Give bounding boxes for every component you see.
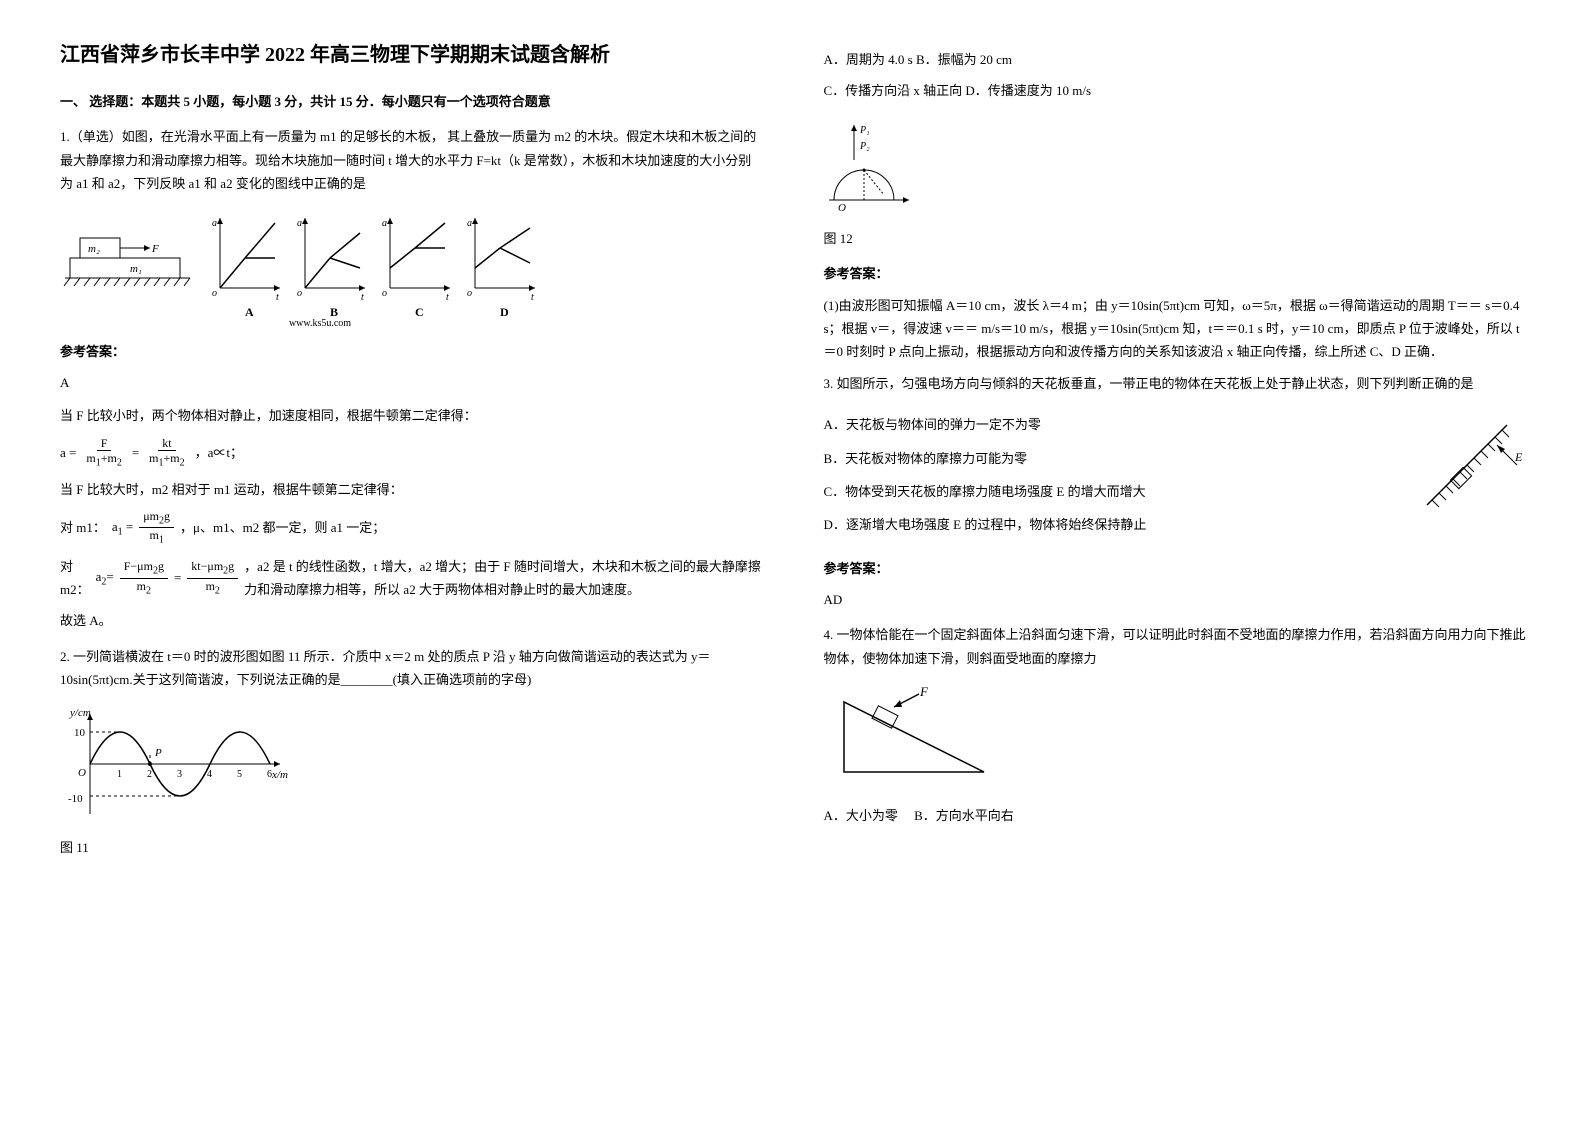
- svg-text:B: B: [330, 305, 338, 319]
- svg-text:t: t: [446, 292, 449, 303]
- q2-vibration-figure: P₁ P₂ O: [824, 115, 1528, 215]
- q3-optD: D．逐渐增大电场强度 E 的过程中，物体将始终保持静止: [824, 513, 1388, 536]
- q1-formula1: a = Fm1+m2 = ktm1+m2 ，a∝t；: [60, 436, 764, 470]
- q3-optA: A．天花板与物体间的弹力一定不为零: [824, 413, 1388, 436]
- q1-formula2: 对 m1： a1 = μm2gm1 ，μ、m1、m2 都一定，则 a1 一定；: [60, 509, 764, 547]
- svg-text:o: o: [467, 288, 472, 299]
- q2-fig-label: 图 11: [60, 836, 764, 859]
- svg-text:6: 6: [267, 769, 272, 780]
- svg-text:t: t: [531, 292, 534, 303]
- svg-text:P: P: [154, 747, 162, 759]
- svg-text:t: t: [361, 292, 364, 303]
- q1-exp1: 当 F 比较小时，两个物体相对静止，加速度相同，根据牛顿第二定律得：: [60, 404, 764, 427]
- q3-figure: E: [1407, 415, 1527, 525]
- svg-text:a: a: [467, 218, 472, 229]
- question-4: 4. 一物体恰能在一个固定斜面体上沿斜面匀速下滑，可以证明此时斜面不受地面的摩擦…: [824, 623, 1528, 827]
- q1-text: 1.（单选）如图，在光滑水平面上有一质量为 m1 的足够长的木板， 其上叠放一质…: [60, 125, 764, 195]
- q1-exp3: 当 F 比较大时，m2 相对于 m1 运动，根据牛顿第二定律得：: [60, 478, 764, 501]
- q1-figure: m₂ m₁ F: [60, 208, 764, 328]
- question-3: 3. 如图所示，匀强电场方向与倾斜的天花板垂直，一带正电的物体在天花板上处于静止…: [824, 372, 1528, 612]
- q4-figure: F: [824, 682, 1528, 792]
- svg-text:F: F: [151, 243, 159, 255]
- svg-text:y/cm: y/cm: [69, 707, 91, 719]
- svg-text:x/m: x/m: [271, 769, 288, 781]
- svg-text:O: O: [838, 202, 846, 214]
- svg-text:P₂: P₂: [859, 141, 870, 152]
- q3-text: 3. 如图所示，匀强电场方向与倾斜的天花板垂直，一带正电的物体在天花板上处于静止…: [824, 372, 1528, 395]
- svg-text:a: a: [297, 218, 302, 229]
- q3-optC: C．物体受到天花板的摩擦力随电场强度 E 的增大而增大: [824, 480, 1388, 503]
- q2-options-ab: A．周期为 4.0 s B．振幅为 20 cm: [824, 48, 1528, 71]
- svg-text:2: 2: [147, 769, 152, 780]
- section-header: 一、 选择题：本题共 5 小题，每小题 3 分，共计 15 分．每小题只有一个选…: [60, 90, 764, 113]
- q1-answer: A: [60, 371, 764, 394]
- q3-answer: AD: [824, 588, 1528, 611]
- svg-text:o: o: [212, 288, 217, 299]
- svg-text:1: 1: [117, 769, 122, 780]
- q3-answer-label: 参考答案：: [824, 557, 1528, 580]
- svg-text:F: F: [919, 684, 929, 699]
- svg-text:www.ks5u.com: www.ks5u.com: [289, 318, 351, 328]
- q2-fig2-label: 图 12: [824, 227, 1528, 250]
- q1-formula3: 对 m2： a2= F−μm2gm2 = kt−μm2gm2 ，a2 是 t 的…: [60, 555, 764, 602]
- q4-text: 4. 一物体恰能在一个固定斜面体上沿斜面匀速下滑，可以证明此时斜面不受地面的摩擦…: [824, 623, 1528, 670]
- svg-text:E: E: [1514, 450, 1523, 464]
- q2-options-cd: C．传播方向沿 x 轴正向 D．传播速度为 10 m/s: [824, 79, 1528, 102]
- question-2: 2. 一列简谐横波在 t＝0 时的波形图如图 11 所示．介质中 x＝2 m 处…: [60, 645, 764, 859]
- svg-text:4: 4: [207, 769, 212, 780]
- svg-text:10: 10: [74, 727, 86, 739]
- svg-text:D: D: [500, 305, 509, 319]
- svg-text:O: O: [78, 767, 86, 779]
- svg-text:5: 5: [237, 769, 242, 780]
- svg-text:m₂: m₂: [88, 243, 100, 255]
- svg-text:o: o: [382, 288, 387, 299]
- svg-text:m₁: m₁: [130, 263, 142, 275]
- page-title: 江西省萍乡市长丰中学 2022 年高三物理下学期期末试题含解析: [60, 40, 764, 70]
- svg-text:t: t: [276, 292, 279, 303]
- q1-exp8: 故选 A。: [60, 609, 764, 632]
- q4-options: A．大小为零 B．方向水平向右: [824, 804, 1528, 827]
- q2-wave-figure: y/cm 10 -10 O x/m 1 2 3 4 5 6: [60, 704, 764, 824]
- svg-text:o: o: [297, 288, 302, 299]
- q1-answer-label: 参考答案：: [60, 340, 764, 363]
- svg-text:A: A: [245, 305, 254, 319]
- q3-optB: B．天花板对物体的摩擦力可能为零: [824, 447, 1388, 470]
- q2-answer-label: 参考答案：: [824, 262, 1528, 285]
- svg-text:a: a: [212, 218, 217, 229]
- svg-text:P₁: P₁: [859, 125, 870, 136]
- svg-text:C: C: [415, 305, 424, 319]
- svg-text:-10: -10: [68, 793, 83, 805]
- svg-text:a: a: [382, 218, 387, 229]
- question-1: 1.（单选）如图，在光滑水平面上有一质量为 m1 的足够长的木板， 其上叠放一质…: [60, 125, 764, 632]
- q2-text: 2. 一列简谐横波在 t＝0 时的波形图如图 11 所示．介质中 x＝2 m 处…: [60, 645, 764, 692]
- q2-answer: (1)由波形图可知振幅 A＝10 cm，波长 λ＝4 m；由 y＝10sin(5…: [824, 294, 1528, 364]
- svg-text:3: 3: [177, 769, 182, 780]
